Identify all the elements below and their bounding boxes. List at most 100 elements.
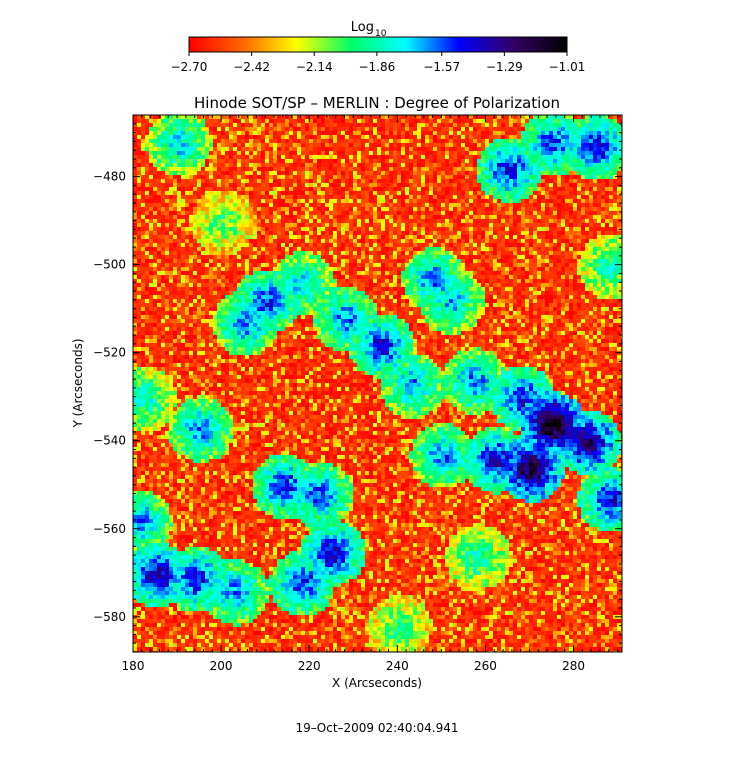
heatmap-cell (365, 135, 369, 139)
heatmap-cell (381, 159, 385, 163)
heatmap-cell (241, 167, 245, 171)
heatmap-cell (337, 187, 341, 191)
heatmap-cell (385, 155, 389, 159)
heatmap-cell (161, 259, 165, 263)
heatmap-cell (389, 147, 393, 151)
heatmap-cell (613, 199, 617, 203)
heatmap-cell (597, 127, 601, 131)
heatmap-cell (445, 259, 449, 263)
heatmap-cell (221, 195, 225, 199)
heatmap-cell (333, 127, 337, 131)
heatmap-cell (317, 179, 321, 183)
heatmap-cell (389, 203, 393, 207)
heatmap-cell (377, 195, 381, 199)
heatmap-cell (221, 199, 225, 203)
heatmap-cell (377, 199, 381, 203)
heatmap-cell (393, 171, 397, 175)
heatmap-cell (293, 147, 297, 151)
heatmap-cell (469, 159, 473, 163)
heatmap-cell (149, 139, 153, 143)
heatmap-cell (505, 203, 509, 207)
heatmap-cell (133, 275, 137, 279)
heatmap-cell (529, 263, 533, 267)
heatmap-cell (329, 139, 333, 143)
heatmap-cell (613, 227, 617, 231)
heatmap-cell (165, 235, 169, 239)
heatmap-cell (533, 131, 537, 135)
heatmap-cell (265, 191, 269, 195)
heatmap-cell (405, 171, 409, 175)
heatmap-cell (321, 199, 325, 203)
heatmap-cell (449, 243, 453, 247)
heatmap-cell (161, 263, 165, 267)
heatmap-cell (529, 199, 533, 203)
heatmap-cell (533, 235, 537, 239)
heatmap-cell (533, 267, 537, 271)
heatmap-cell (505, 235, 509, 239)
heatmap-cell (489, 207, 493, 211)
heatmap-cell (593, 143, 597, 147)
heatmap-cell (189, 179, 193, 183)
heatmap-cell (137, 219, 141, 223)
heatmap-cell (277, 127, 281, 131)
heatmap-cell (573, 155, 577, 159)
heatmap-cell (537, 147, 541, 151)
heatmap-cell (209, 151, 213, 155)
heatmap-cell (593, 123, 597, 127)
heatmap-cell (293, 243, 297, 247)
heatmap-cell (273, 207, 277, 211)
heatmap-cell (525, 243, 529, 247)
heatmap-cell (229, 231, 233, 235)
heatmap-cell (389, 167, 393, 171)
heatmap-cell (593, 259, 597, 263)
heatmap-cell (301, 131, 305, 135)
heatmap-cell (157, 255, 161, 259)
heatmap-cell (169, 255, 173, 259)
heatmap-cell (213, 215, 217, 219)
heatmap-cell (285, 207, 289, 211)
heatmap-cell (521, 147, 525, 151)
heatmap-cell (353, 143, 357, 147)
heatmap-cell (193, 163, 197, 167)
heatmap-cell (441, 147, 445, 151)
heatmap-cell (345, 131, 349, 135)
heatmap-cell (385, 135, 389, 139)
heatmap-cell (441, 239, 445, 243)
heatmap-cell (157, 123, 161, 127)
heatmap-cell (449, 167, 453, 171)
heatmap-cell (385, 215, 389, 219)
heatmap-cell (173, 119, 177, 123)
heatmap-cell (573, 259, 577, 263)
heatmap-cell (597, 179, 601, 183)
heatmap-cell (449, 119, 453, 123)
heatmap-cell (153, 211, 157, 215)
heatmap-cell (449, 123, 453, 127)
heatmap-cell (541, 199, 545, 203)
heatmap-cell (561, 151, 565, 155)
heatmap-cell (613, 215, 617, 219)
heatmap-cell (481, 155, 485, 159)
heatmap-cell (209, 147, 213, 151)
heatmap-cell (385, 139, 389, 143)
heatmap-cell (597, 159, 601, 163)
heatmap-cell (277, 199, 281, 203)
heatmap-cell (405, 251, 409, 255)
heatmap-cell (617, 167, 621, 171)
heatmap-cell (413, 255, 417, 259)
heatmap-cell (561, 255, 565, 259)
heatmap-cell (601, 119, 605, 123)
heatmap-cell (137, 143, 141, 147)
heatmap-cell (581, 127, 585, 131)
heatmap-cell (161, 223, 165, 227)
heatmap-cell (145, 147, 149, 151)
heatmap-cell (445, 115, 449, 119)
heatmap-cell (449, 215, 453, 219)
heatmap-cell (181, 143, 185, 147)
heatmap-cell (181, 247, 185, 251)
heatmap-cell (373, 183, 377, 187)
heatmap-cell (493, 123, 497, 127)
heatmap-cell (553, 163, 557, 167)
heatmap-cell (381, 215, 385, 219)
heatmap-cell (389, 171, 393, 175)
heatmap-cell (141, 227, 145, 231)
